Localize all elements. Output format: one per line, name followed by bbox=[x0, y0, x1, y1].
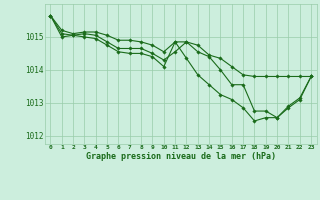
X-axis label: Graphe pression niveau de la mer (hPa): Graphe pression niveau de la mer (hPa) bbox=[86, 152, 276, 161]
